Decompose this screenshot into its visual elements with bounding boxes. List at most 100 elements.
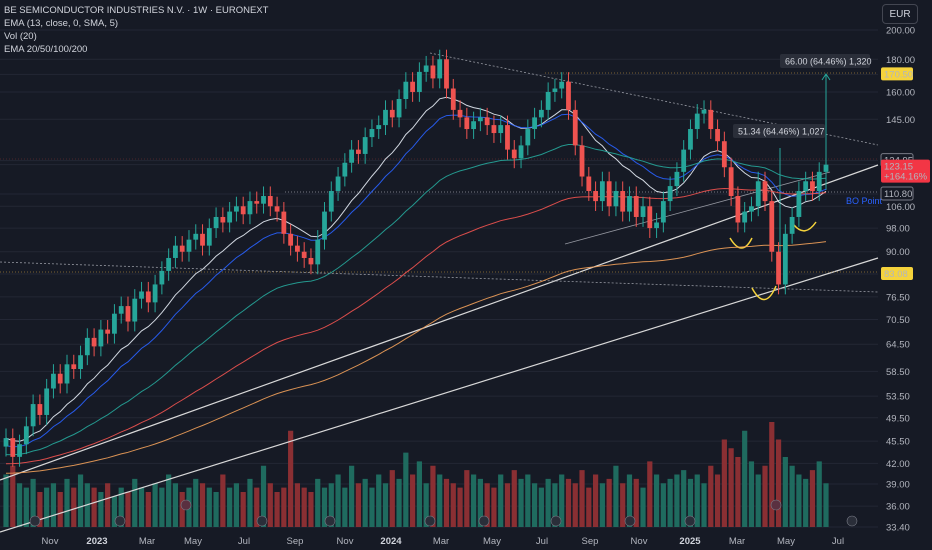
candle [315, 239, 321, 265]
volume-bar [606, 478, 612, 527]
measure-label-1-bg [780, 54, 870, 68]
volume-bar [152, 483, 158, 527]
volume-bar [816, 461, 822, 527]
y-tick-label: 70.50 [886, 315, 910, 326]
candle [505, 125, 510, 150]
dividend-marker [770, 499, 782, 511]
volume-bar [592, 474, 599, 527]
x-tick-label: 2025 [679, 536, 701, 547]
volume-bar [274, 492, 280, 527]
volume-bar [511, 470, 517, 527]
price-label-text: 83.08 [884, 269, 908, 280]
candle [267, 196, 273, 207]
volume-bar [71, 487, 77, 527]
candle [139, 291, 144, 299]
volume-bar [159, 487, 165, 527]
candle [755, 181, 761, 207]
candle [403, 81, 409, 99]
candle [579, 145, 585, 177]
candle [484, 117, 490, 126]
volume-bar [179, 492, 185, 527]
bo-point-label: BO Point [846, 196, 883, 206]
price-label-bg [881, 159, 930, 183]
legend-title: BE SEMICONDUCTOR INDUSTRIES N.V. · 1W · … [4, 5, 269, 16]
candle [694, 113, 700, 130]
volume-bar [37, 492, 43, 527]
annotations: 66.00 (64.46%) 1,320 51.34 (64.46%) 1,027… [733, 54, 883, 206]
candle [769, 201, 775, 252]
volume-bar [193, 478, 199, 527]
volume-bar [599, 483, 605, 527]
volume-bar [552, 483, 558, 527]
candle [810, 181, 815, 192]
candle [295, 245, 300, 252]
y-tick-label: 42.00 [886, 459, 910, 470]
earnings-markers [29, 499, 858, 527]
candle [213, 216, 219, 229]
price-label-text: 110.80 [884, 189, 912, 200]
volume-bar [288, 430, 294, 527]
volume-bar [247, 478, 253, 527]
candle [816, 171, 822, 192]
y-tick-label: 33.40 [886, 523, 910, 534]
x-tick-label: Jul [238, 536, 250, 547]
volume-bar [531, 483, 538, 527]
measure-label-2-bg [733, 124, 825, 138]
ema-line-100 [5, 187, 827, 465]
volume-bar [579, 470, 585, 527]
y-tick-label: 106.00 [886, 202, 915, 213]
x-tick-label: May [777, 536, 795, 547]
candle [423, 65, 429, 72]
candle [430, 65, 436, 79]
candle [627, 196, 632, 212]
volume-bar [518, 478, 524, 527]
volume-bar [16, 483, 23, 527]
volume-bar [762, 465, 768, 527]
volume-bar [50, 483, 57, 527]
volume-bar [572, 483, 578, 527]
earnings-marker [424, 515, 436, 527]
candle [173, 245, 178, 258]
earnings-marker [684, 515, 696, 527]
volume-bar [145, 492, 151, 527]
volume-bar [118, 487, 124, 527]
volume-bar [559, 474, 565, 527]
volume-bar [498, 474, 504, 527]
candle [51, 373, 56, 389]
candle [362, 137, 368, 154]
volume-bar [742, 430, 748, 527]
ema-line-200 [5, 241, 827, 474]
volume-bar [721, 439, 727, 527]
candle [78, 355, 83, 369]
y-tick-label: 76.50 [886, 292, 910, 303]
candle [437, 59, 443, 79]
y-tick-label: 98.00 [886, 224, 910, 235]
volume-bar [98, 492, 104, 527]
candle [261, 196, 266, 204]
currency-button[interactable]: EUR [882, 4, 918, 24]
candle [57, 373, 63, 384]
volume-bar [57, 492, 63, 527]
candle [674, 171, 680, 187]
volume-bar [199, 483, 206, 527]
volume-bar [681, 470, 687, 527]
volume-bar [714, 474, 721, 527]
candle [654, 222, 659, 229]
candle [288, 233, 294, 246]
candle [234, 206, 239, 212]
candle [545, 91, 551, 110]
price-label-bg [881, 266, 913, 280]
candle [200, 233, 205, 246]
volume-bar [735, 457, 741, 527]
y-tick-label: 200.00 [886, 26, 915, 37]
price-label-bg [881, 67, 913, 81]
volume-bar [728, 448, 734, 527]
legend-ema-multi: EMA 20/50/100/200 [4, 44, 88, 55]
candle [44, 388, 50, 415]
volume-bar [294, 483, 301, 527]
volume-bar [213, 492, 219, 527]
candle [552, 88, 558, 92]
volume-bar [504, 483, 511, 527]
volume-bar [633, 478, 639, 527]
